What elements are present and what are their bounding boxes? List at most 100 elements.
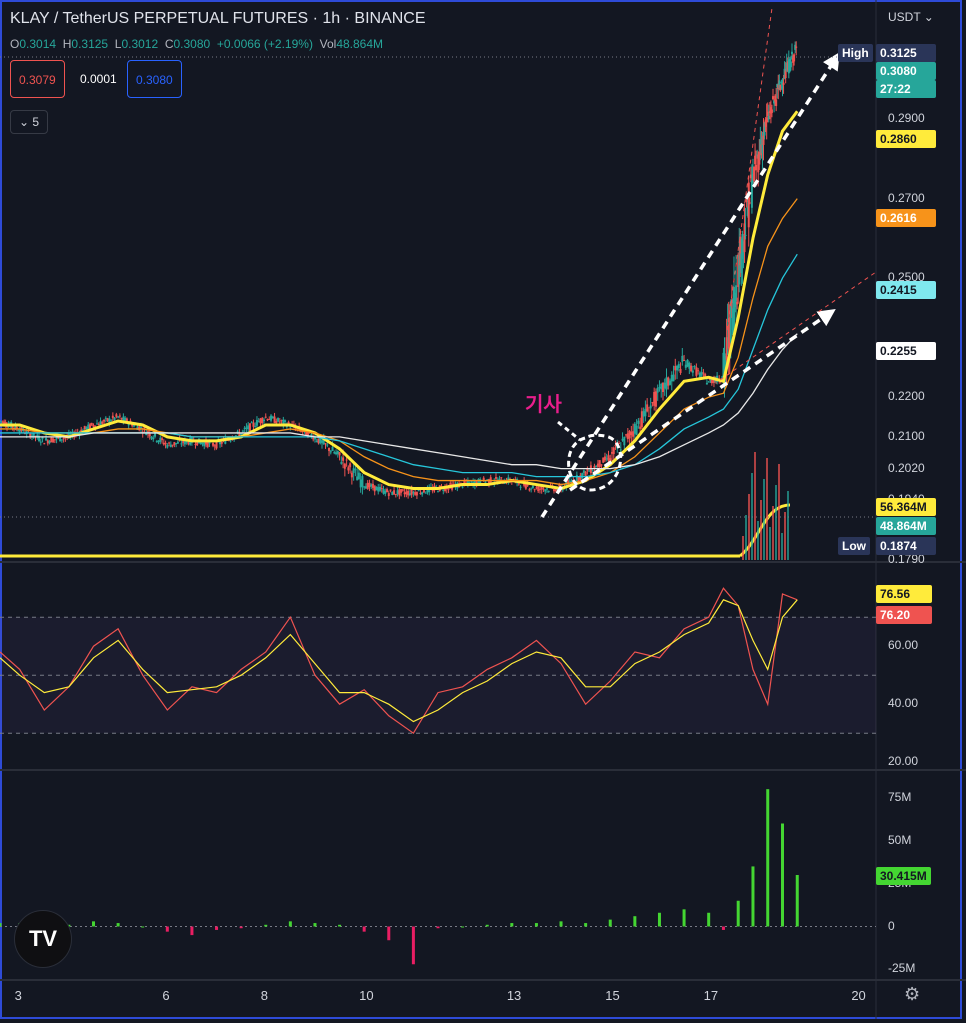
price-tick-label: 0.2020 [888, 460, 925, 475]
candle [544, 488, 547, 495]
candle [201, 442, 204, 447]
candle [384, 488, 387, 497]
candle [254, 422, 257, 428]
volume-bar [742, 536, 744, 560]
candle [124, 415, 127, 422]
candle [782, 74, 785, 94]
candle [684, 360, 687, 371]
oscillator-bar [707, 912, 711, 927]
candle [785, 53, 788, 72]
oscillator-bar [0, 923, 2, 927]
candle [180, 439, 183, 447]
price-tick-label: 0.2100 [888, 428, 925, 443]
volume-oscillator-pane [0, 789, 876, 965]
candle [415, 491, 418, 499]
candle [588, 468, 591, 472]
candle [343, 462, 346, 477]
candle [403, 488, 406, 498]
candle [665, 368, 668, 398]
candle [707, 380, 710, 383]
candle [690, 362, 693, 373]
candle [161, 436, 164, 444]
oscillator-bar [362, 926, 366, 932]
candle [371, 479, 374, 491]
candle [736, 297, 739, 310]
candle [619, 442, 622, 453]
candle [762, 118, 765, 161]
currency-select[interactable]: USDT ⌄ [888, 10, 934, 24]
rsi-pane [0, 587, 876, 735]
candle [742, 241, 745, 269]
candle [769, 100, 772, 124]
volume-bar [754, 452, 756, 560]
candle [378, 483, 381, 492]
candle [394, 493, 397, 498]
candle [324, 442, 327, 449]
candle [340, 456, 343, 465]
candle [677, 361, 680, 372]
candle [106, 417, 109, 422]
sell-button[interactable]: 0.3079 [10, 60, 65, 98]
oscillator-bar [682, 909, 686, 927]
candle [542, 487, 545, 492]
oscillator-bar [766, 789, 770, 927]
candle [245, 423, 248, 433]
annotation-text: 기사 [525, 394, 562, 416]
candle [364, 483, 367, 489]
candle [760, 131, 763, 159]
candle [39, 438, 42, 446]
oscillator-bar [485, 924, 489, 927]
candle [656, 384, 659, 401]
candle [787, 50, 790, 79]
candle [618, 440, 621, 445]
moving-average-line [0, 110, 799, 491]
candle [148, 429, 151, 440]
candle [761, 131, 764, 169]
oscillator-bar [264, 924, 268, 927]
candle [749, 166, 752, 183]
candle [738, 227, 741, 293]
candle [746, 195, 749, 218]
candle [663, 378, 666, 396]
candle [679, 362, 682, 375]
candle [241, 429, 244, 435]
candle [317, 438, 320, 445]
candle [644, 400, 647, 422]
spread-value: 0.0001 [80, 72, 117, 86]
candle [533, 488, 536, 493]
candle [568, 476, 571, 483]
candle [150, 436, 153, 441]
buy-button[interactable]: 0.3080 [127, 60, 182, 98]
candle [744, 207, 747, 240]
tradingview-logo[interactable]: TV [14, 910, 72, 968]
candle [250, 421, 253, 424]
candle [776, 83, 779, 99]
candle [110, 418, 113, 422]
candle [605, 453, 608, 462]
candle [772, 88, 775, 101]
candle [101, 420, 104, 425]
candle [280, 419, 283, 424]
volume-bar [787, 491, 789, 560]
oscillator-tick-label: 0 [888, 918, 895, 933]
candle [633, 421, 636, 441]
gear-icon[interactable]: ⚙ [904, 984, 921, 1004]
candle [637, 417, 640, 429]
candle [681, 347, 684, 366]
candle [83, 425, 86, 431]
symbol-title[interactable]: KLAY / TetherUS PERPETUAL FUTURES · 1h ·… [10, 10, 426, 27]
oscillator-bar [436, 926, 440, 929]
price-tick-label: 0.2500 [888, 270, 925, 285]
candle [120, 417, 123, 421]
candle [159, 435, 162, 445]
candle [18, 426, 21, 435]
indicators-toggle[interactable]: ⌄ 5 [10, 110, 48, 134]
candle [726, 303, 729, 355]
oscillator-bar [92, 921, 96, 927]
candle [370, 483, 373, 490]
candle [282, 416, 285, 429]
volume-bar [781, 533, 783, 560]
volume-bar [745, 515, 747, 560]
